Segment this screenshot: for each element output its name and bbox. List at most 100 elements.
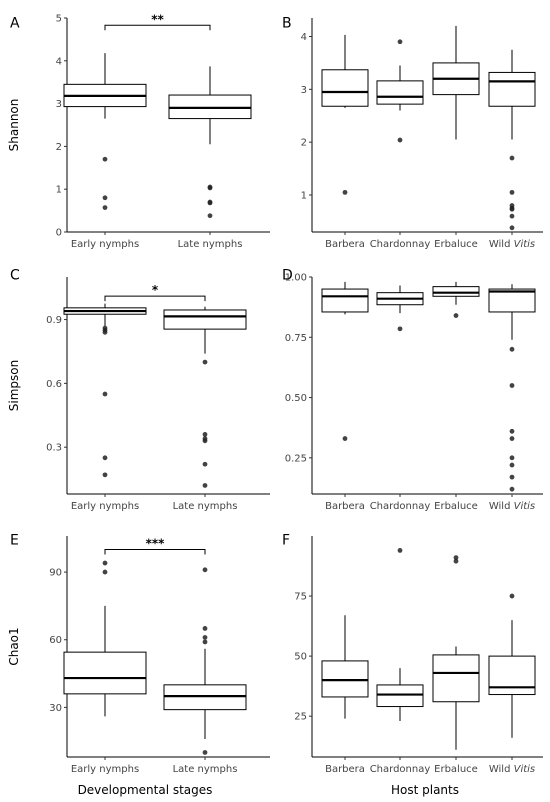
outlier-point bbox=[509, 474, 515, 480]
y-axis-title: Shannon bbox=[7, 99, 21, 152]
outlier-point bbox=[509, 383, 515, 388]
y-tick-label: 1 bbox=[56, 185, 62, 196]
x-tick-label: Wild Vitis bbox=[489, 501, 535, 512]
y-tick-label: 0.9 bbox=[46, 315, 62, 326]
outlier-point bbox=[202, 359, 208, 365]
y-tick-label: 50 bbox=[294, 652, 307, 663]
outlier-point bbox=[202, 626, 208, 631]
box bbox=[376, 684, 424, 708]
y-tick-label: 3 bbox=[301, 85, 307, 96]
significance-bracket bbox=[104, 295, 206, 302]
x-tick-label: Chardonnay bbox=[370, 764, 431, 775]
x-tick-label: Erbaluce bbox=[434, 764, 478, 775]
outlier-point bbox=[509, 486, 515, 492]
outlier-point bbox=[102, 560, 108, 566]
outlier-point bbox=[202, 432, 208, 437]
y-tick-label: 4 bbox=[301, 32, 307, 43]
x-tick-label: Early nymphs bbox=[71, 764, 139, 775]
x-tick-label: Late nymphs bbox=[173, 501, 238, 512]
x-tick-label: Wild Vitis bbox=[489, 764, 535, 775]
box bbox=[321, 660, 369, 698]
outlier-point bbox=[102, 569, 108, 575]
outlier-point bbox=[509, 225, 515, 231]
outlier-point bbox=[509, 346, 515, 352]
outlier-point bbox=[397, 548, 403, 553]
x-tick-label: Wild Vitis bbox=[489, 239, 535, 250]
panel-label: C bbox=[10, 268, 20, 284]
x-tick-label: Late nymphs bbox=[173, 764, 238, 775]
y-tick-label: 0.25 bbox=[285, 453, 307, 464]
x-axis-title-host-plants: Host plants bbox=[391, 783, 459, 797]
panel-label: A bbox=[10, 16, 20, 32]
y-tick-label: 5 bbox=[56, 14, 62, 25]
x-tick-label: Barbera bbox=[325, 239, 365, 250]
outlier-point bbox=[207, 185, 213, 191]
outlier-point bbox=[102, 455, 108, 461]
y-tick-label: 0.50 bbox=[285, 393, 307, 404]
x-tick-label: Chardonnay bbox=[370, 501, 431, 512]
box bbox=[321, 288, 369, 313]
y-tick-label: 90 bbox=[49, 568, 62, 579]
box bbox=[163, 684, 247, 711]
y-tick-label: 2 bbox=[301, 138, 307, 149]
outlier-point bbox=[509, 189, 515, 195]
outlier-point bbox=[207, 200, 213, 206]
panel-label: B bbox=[282, 16, 292, 32]
box bbox=[488, 655, 536, 696]
outlier-point bbox=[509, 206, 515, 212]
x-tick-label: Erbaluce bbox=[434, 239, 478, 250]
outlier-point bbox=[509, 213, 515, 219]
outlier-point bbox=[509, 593, 515, 599]
y-tick-label: 75 bbox=[294, 592, 307, 603]
outlier-point bbox=[207, 213, 213, 219]
box bbox=[63, 651, 147, 695]
box bbox=[321, 69, 369, 107]
x-tick-label: Early nymphs bbox=[71, 501, 139, 512]
outlier-point bbox=[202, 567, 208, 573]
x-tick-label: Chardonnay bbox=[370, 239, 431, 250]
panel-label: D bbox=[282, 268, 293, 284]
box bbox=[488, 288, 536, 313]
significance-label: ** bbox=[151, 12, 164, 26]
y-tick-label: 4 bbox=[56, 56, 62, 67]
outlier-point bbox=[102, 329, 108, 335]
box bbox=[432, 286, 480, 297]
panel-label: F bbox=[282, 533, 290, 549]
outlier-point bbox=[509, 155, 515, 161]
outlier-point bbox=[202, 639, 208, 645]
outlier-point bbox=[202, 461, 208, 467]
outlier-point bbox=[102, 195, 108, 201]
y-tick-label: 60 bbox=[49, 635, 62, 646]
x-tick-label: Early nymphs bbox=[71, 239, 139, 250]
outlier-point bbox=[102, 472, 108, 478]
significance-bracket bbox=[104, 24, 211, 31]
box bbox=[432, 654, 480, 703]
y-tick-label: 0.6 bbox=[46, 379, 62, 390]
outlier-point bbox=[102, 156, 108, 162]
significance-label: * bbox=[152, 283, 159, 297]
outlier-point bbox=[102, 391, 108, 397]
y-axis-title: Chao1 bbox=[7, 627, 21, 665]
box bbox=[376, 80, 424, 105]
x-tick-label: Barbera bbox=[325, 764, 365, 775]
y-tick-label: 0.75 bbox=[285, 333, 307, 344]
outlier-point bbox=[509, 436, 515, 441]
box bbox=[488, 71, 536, 107]
outlier-point bbox=[397, 137, 403, 143]
y-tick-label: 1.00 bbox=[285, 273, 307, 284]
x-tick-label: Erbaluce bbox=[434, 501, 478, 512]
outlier-point bbox=[202, 635, 208, 640]
panel-label: E bbox=[10, 533, 19, 549]
x-axis-title-developmental-stages: Developmental stages bbox=[78, 783, 213, 797]
outlier-point bbox=[342, 436, 348, 441]
outlier-point bbox=[453, 555, 459, 561]
y-tick-label: 3 bbox=[56, 99, 62, 110]
outlier-point bbox=[509, 428, 515, 434]
outlier-point bbox=[509, 455, 515, 461]
outlier-point bbox=[509, 462, 515, 468]
outlier-point bbox=[397, 39, 403, 45]
outlier-point bbox=[102, 205, 108, 211]
y-tick-label: 25 bbox=[294, 712, 307, 723]
y-tick-label: 0.3 bbox=[46, 443, 62, 454]
